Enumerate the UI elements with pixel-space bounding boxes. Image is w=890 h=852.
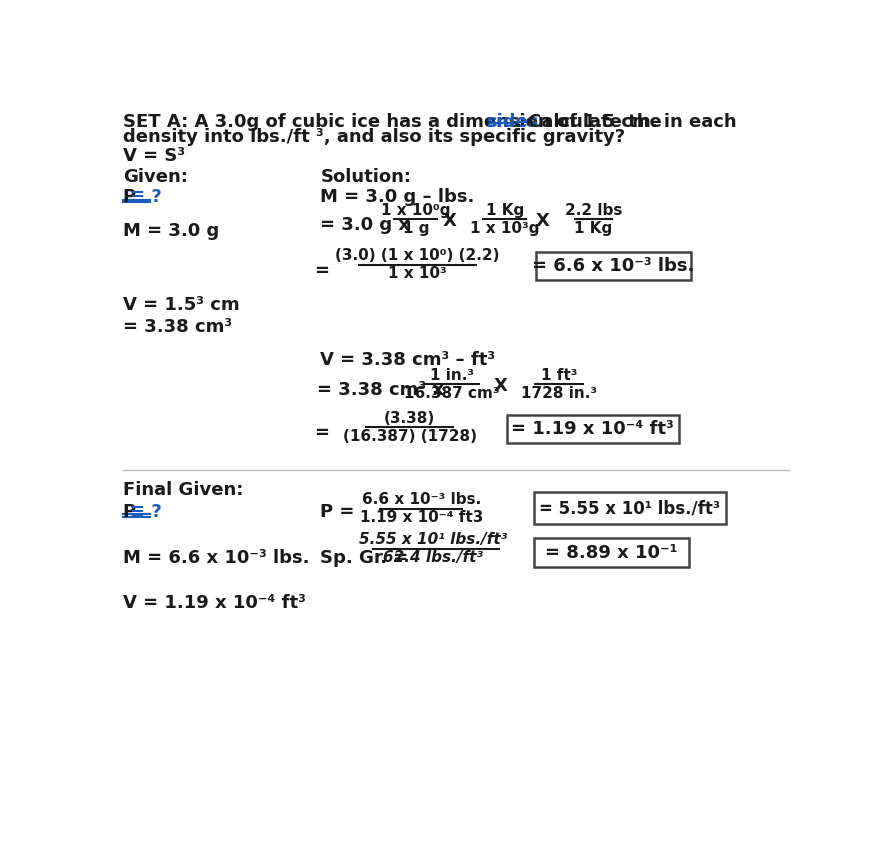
Text: V = 1.19 x 10⁻⁴ ft³: V = 1.19 x 10⁻⁴ ft³ [123,594,306,612]
Text: X: X [536,212,550,230]
Text: (16.387) (1728): (16.387) (1728) [343,429,477,444]
FancyBboxPatch shape [534,538,689,567]
FancyBboxPatch shape [506,415,678,442]
Text: V = 3.38 cm³ – ft³: V = 3.38 cm³ – ft³ [320,351,496,369]
Text: (3.38): (3.38) [384,411,435,426]
Text: P: P [123,188,136,206]
Text: M = 3.0 g: M = 3.0 g [123,222,219,239]
Text: 5.55 x 10¹ lbs./ft³: 5.55 x 10¹ lbs./ft³ [359,532,507,547]
Text: V = S³: V = S³ [123,147,185,165]
Text: Final Given:: Final Given: [123,481,243,499]
Text: density into lbs./ft ³, and also its specific gravity?: density into lbs./ft ³, and also its spe… [123,128,625,146]
Text: =: = [314,424,329,442]
FancyBboxPatch shape [536,252,691,280]
Text: 1 x 10³: 1 x 10³ [388,266,447,281]
Text: M = 3.0 g – lbs.: M = 3.0 g – lbs. [320,188,475,206]
Text: 1 x 10³g: 1 x 10³g [470,221,539,236]
Text: 1728 in.³: 1728 in.³ [522,386,597,400]
Text: Solution:: Solution: [320,168,411,186]
Text: sides: sides [486,113,538,131]
Text: 1 Kg: 1 Kg [574,221,612,236]
Text: Given:: Given: [123,168,188,186]
Text: = 3.38 cm³ x: = 3.38 cm³ x [317,381,443,399]
Text: Sp. Gr. =: Sp. Gr. = [320,549,409,567]
Text: . Calculate the: . Calculate the [515,113,661,131]
Text: 1 Kg: 1 Kg [486,203,524,218]
Text: = 6.6 x 10⁻³ lbs.: = 6.6 x 10⁻³ lbs. [532,257,694,275]
Text: SET A: A 3.0g of cubic ice has a dimension of 1.5 cm. in each: SET A: A 3.0g of cubic ice has a dimensi… [123,113,743,131]
Text: 1 ft³: 1 ft³ [541,367,578,383]
Text: 1 g: 1 g [402,221,429,236]
Text: 1.19 x 10⁻⁴ ft3: 1.19 x 10⁻⁴ ft3 [360,510,483,526]
Text: X: X [494,377,508,395]
Text: = 3.38 cm³: = 3.38 cm³ [123,318,232,336]
Text: 6.6 x 10⁻³ lbs.: 6.6 x 10⁻³ lbs. [361,492,481,507]
Text: 2.2 lbs: 2.2 lbs [564,203,622,218]
Text: 1 in.³: 1 in.³ [430,367,474,383]
Text: 62.4 lbs./ft³: 62.4 lbs./ft³ [383,550,483,566]
FancyBboxPatch shape [534,492,726,524]
Text: P =: P = [320,503,355,521]
Text: = 3.0 g x: = 3.0 g x [320,216,410,234]
Text: 1 x 10⁰g: 1 x 10⁰g [381,203,450,218]
Text: = 5.55 x 10¹ lbs./ft³: = 5.55 x 10¹ lbs./ft³ [539,499,720,517]
Text: (3.0) (1 x 10⁰) (2.2): (3.0) (1 x 10⁰) (2.2) [336,248,499,263]
Text: =: = [314,262,329,279]
Text: X: X [443,212,457,230]
Text: = 8.89 x 10⁻¹: = 8.89 x 10⁻¹ [545,544,677,561]
Text: P: P [123,503,136,521]
Text: M = 6.6 x 10⁻³ lbs.: M = 6.6 x 10⁻³ lbs. [123,549,310,567]
Text: ≡ ?: ≡ ? [130,503,162,521]
Text: 16.387 cm³: 16.387 cm³ [404,386,500,400]
Text: V = 1.5³ cm: V = 1.5³ cm [123,296,239,314]
Text: ≡ ?: ≡ ? [130,188,162,206]
Text: = 1.19 x 10⁻⁴ ft³: = 1.19 x 10⁻⁴ ft³ [511,420,674,438]
